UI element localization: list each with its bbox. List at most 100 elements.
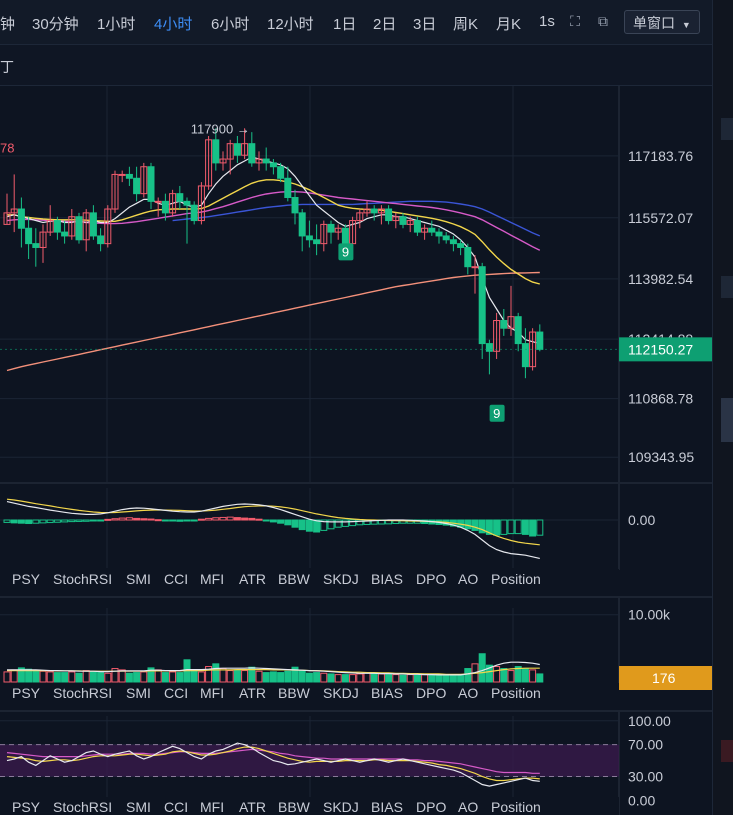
indicator-tab-cci[interactable]: CCI	[164, 685, 188, 701]
candle-body	[435, 231, 443, 237]
indicator-tab-position[interactable]: Position	[491, 571, 541, 587]
indicator-tab-psy[interactable]: PSY	[12, 685, 41, 701]
candle-body	[284, 177, 292, 198]
indicator-tab-atr[interactable]: ATR	[239, 799, 266, 815]
chart-canvas[interactable]: 117183.76115572.07113982.54112414.881108…	[0, 0, 712, 815]
tf-option-0[interactable]: 钟	[0, 16, 16, 33]
indicator-tab-psy[interactable]: PSY	[12, 799, 41, 815]
volume-bar	[327, 673, 335, 683]
candle-body	[291, 196, 299, 214]
volume-bar	[284, 670, 292, 683]
indicator-tab-psy[interactable]: PSY	[12, 571, 41, 587]
tf-option-1[interactable]: 30分钟	[32, 16, 79, 33]
candle-body	[10, 208, 18, 214]
fullscreen-icon[interactable]: ⛶	[570, 13, 580, 29]
ma-pink-line	[6, 191, 541, 251]
histogram-bar	[485, 519, 493, 535]
volume-bar	[500, 668, 508, 683]
indicator-tab-dpo[interactable]: DPO	[416, 685, 446, 701]
indicator-tab-skdj[interactable]: SKDJ	[323, 799, 359, 815]
y-tick-label: 115572.07	[628, 210, 693, 226]
candle-body	[320, 223, 328, 245]
indicator-tab-bbw[interactable]: BBW	[278, 799, 311, 815]
indicator-tab-skdj[interactable]: SKDJ	[323, 685, 359, 701]
indicator-tab-ao[interactable]: AO	[458, 685, 478, 701]
osc-white-line	[6, 742, 540, 787]
histogram-bar	[17, 519, 25, 524]
indicator-tab-dpo[interactable]: DPO	[416, 799, 446, 815]
tf-option-5[interactable]: 12小时	[267, 16, 314, 33]
candle-body	[428, 227, 436, 233]
volume-bar	[298, 670, 306, 683]
candle-body	[449, 239, 457, 245]
volume-bar	[140, 671, 148, 683]
volume-bar	[421, 674, 429, 683]
histogram-bar	[298, 519, 306, 531]
indicator-tab-stochrsi[interactable]: StochRSI	[53, 685, 112, 701]
indicator-tab-bbw[interactable]: BBW	[278, 571, 311, 587]
tf-option-10[interactable]: 月K	[496, 16, 522, 33]
indicator-tab-bbw[interactable]: BBW	[278, 685, 311, 701]
tf-option-9[interactable]: 周K	[453, 16, 479, 33]
volume-bar	[435, 674, 443, 683]
indicator-tab-bias[interactable]: BIAS	[371, 799, 403, 815]
tf-option-4[interactable]: 6小时	[211, 16, 250, 33]
candle-body	[507, 316, 515, 329]
candle-body	[32, 243, 40, 248]
indicator-tab-smi[interactable]: SMI	[126, 685, 151, 701]
tf-option-11[interactable]: 1s	[539, 13, 555, 30]
y-tick-label: 109343.95	[628, 449, 694, 465]
volume-bar	[521, 668, 529, 683]
candle-body	[39, 231, 47, 248]
indicator-tab-cci[interactable]: CCI	[164, 799, 188, 815]
indicator-tab-atr[interactable]: ATR	[239, 685, 266, 701]
volume-bar	[53, 672, 61, 683]
price-pane[interactable]: 117183.76115572.07113982.54112414.881108…	[0, 86, 712, 482]
popout-icon[interactable]: ⧉	[598, 13, 608, 29]
histogram-bar	[82, 519, 90, 522]
candle-body	[219, 158, 227, 164]
indicator-tab-bias[interactable]: BIAS	[371, 685, 403, 701]
indicator-tab-mfi[interactable]: MFI	[200, 685, 224, 701]
volume-pane: 10.00k 176	[0, 596, 712, 690]
indicator-tab-mfi[interactable]: MFI	[200, 571, 224, 587]
volume-bar	[226, 670, 234, 683]
tf-option-6[interactable]: 1日	[333, 16, 357, 33]
sidebar-collapse-handle[interactable]	[721, 398, 733, 442]
indicator-tab-stochrsi[interactable]: StochRSI	[53, 799, 112, 815]
window-mode-dropdown[interactable]: 单窗口 ▼	[624, 10, 700, 34]
candle-body	[183, 200, 191, 206]
histogram-bar	[277, 519, 285, 524]
volume-bar	[349, 674, 357, 683]
indicator-tab-smi[interactable]: SMI	[126, 799, 151, 815]
indicator-tab-atr[interactable]: ATR	[239, 571, 266, 587]
indicator-tab-position[interactable]: Position	[491, 799, 541, 815]
candle-body	[356, 212, 364, 222]
volume-bar	[17, 667, 25, 683]
candle-body	[75, 216, 83, 241]
tf-option-2[interactable]: 1小时	[97, 16, 136, 33]
price-annotation: 78	[0, 141, 14, 156]
volume-bar	[75, 672, 83, 683]
indicator-tab-ao[interactable]: AO	[458, 799, 478, 815]
indicator-tab-stochrsi[interactable]: StochRSI	[53, 571, 112, 587]
indicator-tab-mfi[interactable]: MFI	[200, 799, 224, 815]
candle-body	[298, 212, 306, 237]
candle-body	[442, 235, 450, 241]
indicator-tab-smi[interactable]: SMI	[126, 571, 151, 587]
indicator-tab-dpo[interactable]: DPO	[416, 571, 446, 587]
histogram-bar	[529, 519, 537, 537]
volume-bar	[356, 673, 364, 683]
indicator-tab-bias[interactable]: BIAS	[371, 571, 403, 587]
indicator-tab-cci[interactable]: CCI	[164, 571, 188, 587]
histogram-bar	[97, 519, 105, 522]
y-tick-label: 70.00	[628, 737, 663, 753]
indicator-tab-skdj[interactable]: SKDJ	[323, 571, 359, 587]
indicator-tab-ao[interactable]: AO	[458, 571, 478, 587]
histogram-bar	[500, 519, 508, 535]
volume-bar	[320, 672, 328, 683]
tf-option-8[interactable]: 3日	[413, 16, 437, 33]
indicator-tab-position[interactable]: Position	[491, 685, 541, 701]
tf-option-7[interactable]: 2日	[373, 16, 397, 33]
tf-option-3[interactable]: 4小时	[154, 16, 193, 33]
